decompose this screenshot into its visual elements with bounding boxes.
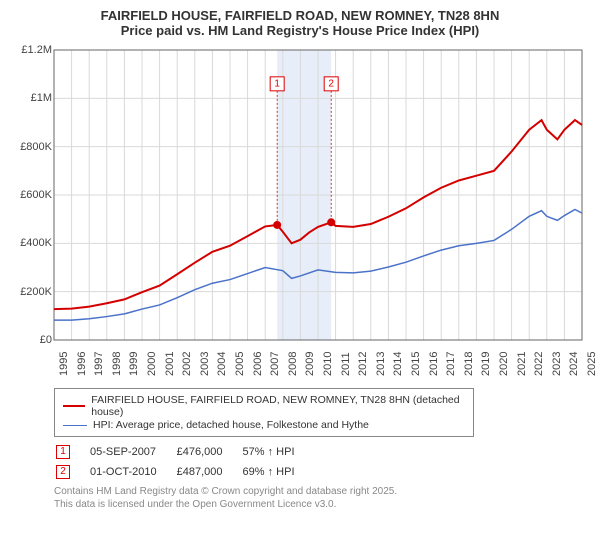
x-axis-label: 2025: [586, 352, 598, 376]
svg-text:2: 2: [328, 78, 334, 89]
event-dot-1: [273, 221, 281, 229]
transaction-date: 05-SEP-2007: [90, 443, 175, 461]
x-axis-label: 2002: [181, 352, 193, 376]
x-axis-label: 2001: [164, 352, 176, 376]
transaction-vs-hpi: 69% ↑ HPI: [243, 463, 313, 481]
plot-area: 12 £0£200K£400K£600K£800K£1M£1.2M1995199…: [10, 44, 590, 384]
legend-swatch: [63, 425, 87, 426]
x-axis-label: 2018: [463, 352, 475, 376]
x-axis-label: 1995: [58, 352, 70, 376]
y-axis-label: £200K: [12, 286, 52, 298]
attribution: Contains HM Land Registry data © Crown c…: [54, 485, 590, 511]
chart-svg: 12: [10, 44, 590, 384]
transaction-marker: 1: [56, 445, 70, 459]
x-axis-label: 2024: [568, 352, 580, 376]
x-axis-label: 2006: [252, 352, 264, 376]
legend-label: HPI: Average price, detached house, Folk…: [93, 419, 369, 431]
attribution-line2: This data is licensed under the Open Gov…: [54, 498, 590, 511]
chart-title-line1: FAIRFIELD HOUSE, FAIRFIELD ROAD, NEW ROM…: [10, 8, 590, 23]
chart-title-line2: Price paid vs. HM Land Registry's House …: [10, 23, 590, 38]
x-axis-label: 2013: [375, 352, 387, 376]
transaction-price: £476,000: [177, 443, 241, 461]
x-axis-label: 2016: [428, 352, 440, 376]
x-axis-label: 2000: [146, 352, 158, 376]
x-axis-label: 2020: [498, 352, 510, 376]
y-axis-label: £800K: [12, 141, 52, 153]
y-axis-label: £0: [12, 334, 52, 346]
legend-label: FAIRFIELD HOUSE, FAIRFIELD ROAD, NEW ROM…: [91, 394, 465, 418]
x-axis-label: 2015: [410, 352, 422, 376]
x-axis-label: 2003: [199, 352, 211, 376]
x-axis-label: 2012: [357, 352, 369, 376]
x-axis-label: 2017: [445, 352, 457, 376]
x-axis-label: 2022: [533, 352, 545, 376]
x-axis-label: 1998: [111, 352, 123, 376]
transaction-price: £487,000: [177, 463, 241, 481]
svg-text:1: 1: [274, 78, 280, 89]
x-axis-label: 2019: [480, 352, 492, 376]
x-axis-label: 2004: [216, 352, 228, 376]
x-axis-label: 2023: [551, 352, 563, 376]
legend-swatch: [63, 405, 85, 407]
x-axis-label: 2009: [304, 352, 316, 376]
x-axis-label: 2014: [392, 352, 404, 376]
legend: FAIRFIELD HOUSE, FAIRFIELD ROAD, NEW ROM…: [54, 388, 474, 437]
attribution-line1: Contains HM Land Registry data © Crown c…: [54, 485, 590, 498]
y-axis-label: £1.2M: [12, 44, 52, 56]
x-axis-label: 2011: [340, 352, 352, 376]
transaction-row: 1 05-SEP-2007£476,00057% ↑ HPI: [56, 443, 313, 461]
x-axis-label: 2021: [516, 352, 528, 376]
transaction-marker: 2: [56, 465, 70, 479]
y-axis-label: £600K: [12, 189, 52, 201]
event-dot-2: [327, 218, 335, 226]
chart-container: FAIRFIELD HOUSE, FAIRFIELD ROAD, NEW ROM…: [0, 0, 600, 515]
transactions-table: 1 05-SEP-2007£476,00057% ↑ HPI 2 01-OCT-201…: [54, 441, 315, 483]
x-axis-label: 1996: [76, 352, 88, 376]
x-axis-label: 1997: [93, 352, 105, 376]
x-axis-label: 2008: [287, 352, 299, 376]
x-axis-label: 1999: [128, 352, 140, 376]
transaction-row: 2 01-OCT-2010£487,00069% ↑ HPI: [56, 463, 313, 481]
transaction-vs-hpi: 57% ↑ HPI: [243, 443, 313, 461]
x-axis-label: 2010: [322, 352, 334, 376]
legend-row: FAIRFIELD HOUSE, FAIRFIELD ROAD, NEW ROM…: [63, 394, 465, 418]
y-axis-label: £1M: [12, 92, 52, 104]
legend-row: HPI: Average price, detached house, Folk…: [63, 419, 465, 431]
y-axis-label: £400K: [12, 237, 52, 249]
x-axis-label: 2005: [234, 352, 246, 376]
transaction-date: 01-OCT-2010: [90, 463, 175, 481]
x-axis-label: 2007: [269, 352, 281, 376]
